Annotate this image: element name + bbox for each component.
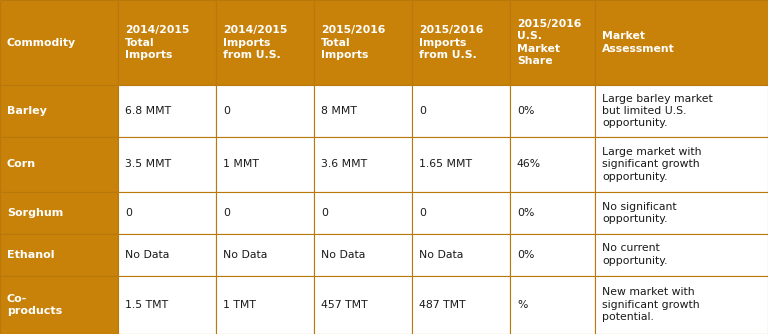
Bar — [118, 0, 216, 85]
Bar — [595, 85, 768, 137]
Bar — [314, 137, 412, 192]
Bar — [510, 276, 595, 334]
Text: 3.5 MMT: 3.5 MMT — [125, 160, 171, 169]
Text: No Data: No Data — [321, 250, 366, 260]
Bar — [595, 276, 768, 334]
Text: No significant
opportunity.: No significant opportunity. — [602, 202, 677, 224]
Bar — [216, 192, 314, 234]
Bar — [314, 0, 412, 85]
Text: 0: 0 — [223, 106, 230, 116]
Text: Large market with
significant growth
opportunity.: Large market with significant growth opp… — [602, 147, 701, 182]
Bar — [0, 234, 118, 276]
Text: No Data: No Data — [419, 250, 463, 260]
Text: 6.8 MMT: 6.8 MMT — [125, 106, 171, 116]
Bar — [118, 192, 216, 234]
Bar — [216, 85, 314, 137]
Text: 2014/2015
Imports
from U.S.: 2014/2015 Imports from U.S. — [223, 25, 287, 60]
Bar — [595, 192, 768, 234]
Bar — [0, 137, 118, 192]
Bar — [595, 137, 768, 192]
Text: 3.6 MMT: 3.6 MMT — [321, 160, 367, 169]
Bar — [216, 137, 314, 192]
Text: Barley: Barley — [7, 106, 47, 116]
Text: 457 TMT: 457 TMT — [321, 300, 368, 310]
Bar — [0, 276, 118, 334]
Bar — [412, 0, 510, 85]
Text: 0: 0 — [419, 106, 426, 116]
Bar — [0, 192, 118, 234]
Text: 0%: 0% — [517, 106, 535, 116]
Text: 46%: 46% — [517, 160, 541, 169]
Text: 0: 0 — [419, 208, 426, 218]
Bar — [314, 192, 412, 234]
Text: 0: 0 — [223, 208, 230, 218]
Text: New market with
significant growth
potential.: New market with significant growth poten… — [602, 287, 700, 322]
Bar — [0, 85, 118, 137]
Bar — [216, 234, 314, 276]
Text: 2015/2016
Total
Imports: 2015/2016 Total Imports — [321, 25, 386, 60]
Bar — [118, 276, 216, 334]
Bar — [412, 234, 510, 276]
Text: Corn: Corn — [7, 160, 36, 169]
Text: 2015/2016
Imports
from U.S.: 2015/2016 Imports from U.S. — [419, 25, 483, 60]
Text: Co-
products: Co- products — [7, 294, 62, 316]
Text: 2014/2015
Total
Imports: 2014/2015 Total Imports — [125, 25, 189, 60]
Text: Large barley market
but limited U.S.
opportunity.: Large barley market but limited U.S. opp… — [602, 94, 713, 129]
Text: 1.5 TMT: 1.5 TMT — [125, 300, 168, 310]
Text: Sorghum: Sorghum — [7, 208, 63, 218]
Text: 1.65 MMT: 1.65 MMT — [419, 160, 472, 169]
Bar — [314, 276, 412, 334]
Text: 487 TMT: 487 TMT — [419, 300, 465, 310]
Text: 0%: 0% — [517, 250, 535, 260]
Bar — [412, 276, 510, 334]
Bar — [412, 137, 510, 192]
Text: 1 MMT: 1 MMT — [223, 160, 259, 169]
Text: Market
Assessment: Market Assessment — [602, 31, 674, 54]
Text: No Data: No Data — [125, 250, 169, 260]
Text: No current
opportunity.: No current opportunity. — [602, 243, 667, 266]
Bar — [314, 85, 412, 137]
Text: %: % — [517, 300, 528, 310]
Bar — [118, 234, 216, 276]
Bar — [216, 276, 314, 334]
Text: 0: 0 — [125, 208, 132, 218]
Bar — [118, 85, 216, 137]
Text: 8 MMT: 8 MMT — [321, 106, 357, 116]
Bar — [412, 192, 510, 234]
Bar — [510, 137, 595, 192]
Bar — [412, 85, 510, 137]
Bar — [118, 137, 216, 192]
Bar — [595, 0, 768, 85]
Text: 1 TMT: 1 TMT — [223, 300, 256, 310]
Text: Ethanol: Ethanol — [7, 250, 55, 260]
Bar — [595, 234, 768, 276]
Text: 0: 0 — [321, 208, 328, 218]
Bar — [0, 0, 118, 85]
Bar — [216, 0, 314, 85]
Text: Commodity: Commodity — [7, 38, 76, 47]
Bar — [510, 0, 595, 85]
Text: No Data: No Data — [223, 250, 267, 260]
Text: 0%: 0% — [517, 208, 535, 218]
Bar — [510, 234, 595, 276]
Bar — [510, 85, 595, 137]
Bar — [314, 234, 412, 276]
Text: 2015/2016
U.S.
Market
Share: 2015/2016 U.S. Market Share — [517, 19, 581, 66]
Bar — [510, 192, 595, 234]
